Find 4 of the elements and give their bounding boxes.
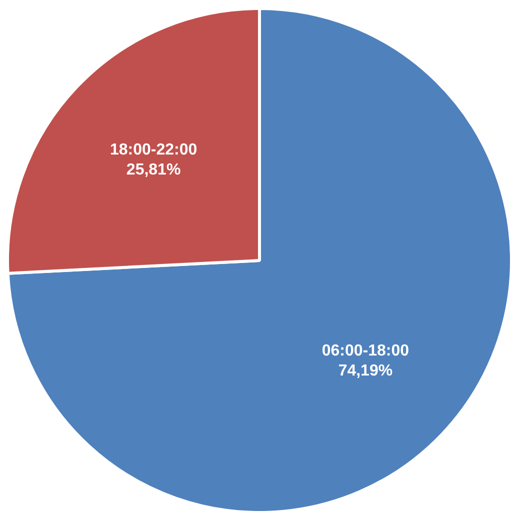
data-label: 25,81% bbox=[126, 161, 181, 178]
data-label: 74,19% bbox=[338, 362, 393, 380]
slice-label: 18:00-22:00 bbox=[110, 141, 198, 158]
slice-label: 06:00-18:00 bbox=[322, 342, 410, 360]
